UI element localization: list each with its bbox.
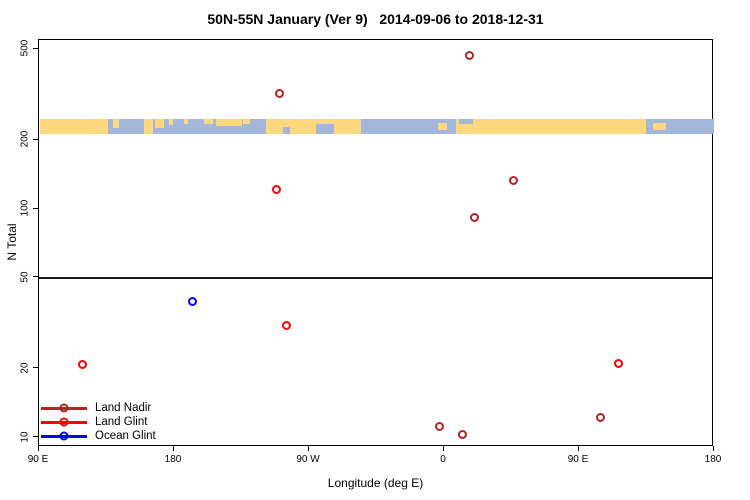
legend: Land Nadir Land Glint Ocean Glint <box>41 401 156 443</box>
land-glint-legend-marker <box>41 417 87 427</box>
x-tick-label: 90 E <box>27 454 49 465</box>
point-land-nadir <box>435 421 444 431</box>
legend-row-land-nadir: Land Nadir <box>41 401 156 415</box>
point-land-nadir <box>508 175 518 185</box>
x-tick-label: 90 E <box>567 454 589 465</box>
map-band-land-segment <box>154 119 164 129</box>
point-land-nadir <box>595 412 605 422</box>
y-tick-label: 50 <box>19 271 31 283</box>
y-axis-tick <box>33 367 38 369</box>
map-band-ocean-patch <box>316 124 335 135</box>
x-tick-label: 180 <box>704 454 722 465</box>
map-band-land-segment <box>652 122 666 131</box>
y-tick-label: 500 <box>19 40 31 57</box>
land-nadir-circle-icon <box>59 403 69 413</box>
map-band-land-segment <box>204 119 213 125</box>
point-land-nadir <box>465 51 474 61</box>
point-ocean-glint <box>187 296 197 306</box>
x-axis-tick <box>37 446 39 451</box>
x-tick-label: 90 W <box>296 454 320 465</box>
point-land-nadir <box>457 430 467 440</box>
point-land-nadir <box>469 212 479 222</box>
y-axis-tick <box>33 436 38 438</box>
y-tick-label: 100 <box>19 199 31 217</box>
point-land-nadir <box>274 89 284 99</box>
y-tick-label: 10 <box>19 431 31 443</box>
point-land-glint <box>282 320 291 330</box>
y-axis-tick <box>33 276 38 278</box>
ocean-glint-circle-icon <box>59 431 69 441</box>
map-band-land-segment <box>265 119 362 135</box>
point-land-glint <box>613 358 623 368</box>
map-band-land-segment <box>243 119 251 124</box>
y-axis-title: N Total <box>5 223 19 261</box>
y-tick-label: 200 <box>19 131 31 148</box>
map-band-ocean-patch <box>459 119 473 124</box>
map-band-land-segment <box>144 119 153 135</box>
point-land-glint <box>78 359 87 369</box>
x-axis-title: Longitude (deg E) <box>327 476 424 490</box>
x-axis-tick <box>577 446 579 451</box>
plot-area: Land Nadir Land Glint Ocean Glint <box>38 39 714 446</box>
x-axis-tick <box>442 446 444 451</box>
legend-row-ocean-glint: Ocean Glint <box>41 429 156 443</box>
map-band-land-segment <box>184 119 188 125</box>
reference-line-n50 <box>39 276 712 279</box>
map-band-land-segment <box>112 119 119 129</box>
legend-label-ocean-glint: Ocean Glint <box>95 430 156 442</box>
map-band-land-segment <box>216 119 242 126</box>
map-band-ocean-patch <box>283 126 290 135</box>
point-land-glint <box>271 184 281 194</box>
y-axis-tick <box>33 47 38 49</box>
land-glint-circle-icon <box>59 417 69 427</box>
map-band-land-segment <box>438 122 447 131</box>
map-band-land-segment <box>169 119 173 126</box>
map-band-land-segment <box>456 119 647 135</box>
x-tick-label: 180 <box>164 454 182 465</box>
y-axis-tick <box>33 207 38 209</box>
y-tick-label: 20 <box>19 362 31 374</box>
land-nadir-legend-marker <box>41 403 87 413</box>
y-axis-tick <box>33 138 38 140</box>
chart-title: 50N-55N January (Ver 9) 2014-09-06 to 20… <box>207 11 544 27</box>
x-axis-tick <box>307 446 309 451</box>
ocean-glint-legend-marker <box>41 431 87 441</box>
x-axis-tick <box>712 446 714 451</box>
legend-label-land-glint: Land Glint <box>95 416 148 428</box>
legend-row-land-glint: Land Glint <box>41 415 156 429</box>
x-tick-label: 0 <box>440 454 446 465</box>
legend-label-land-nadir: Land Nadir <box>95 402 152 414</box>
x-axis-tick <box>172 446 174 451</box>
map-band-land-segment <box>40 119 108 135</box>
